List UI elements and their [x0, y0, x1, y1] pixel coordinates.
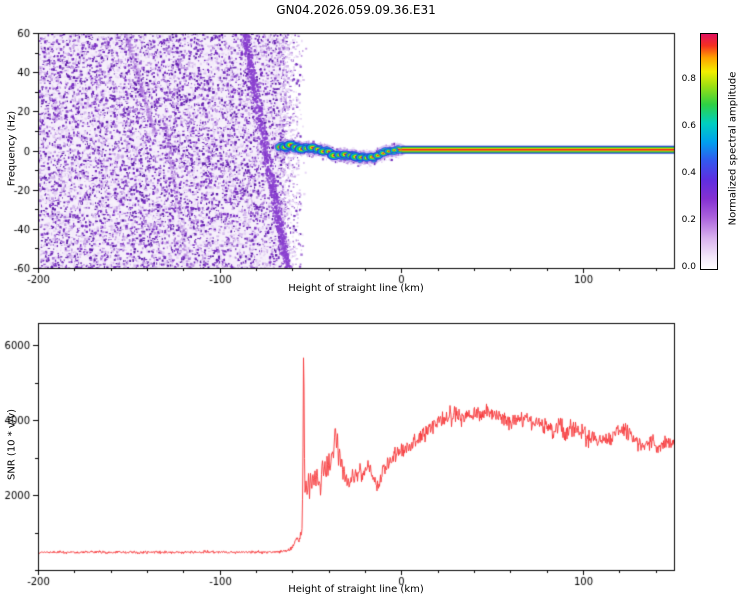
colorbar-tick-label: 0.0	[681, 262, 696, 272]
snr-y-axis-label: SNR (10 * v/v)	[6, 408, 18, 481]
colorbar-label: Normalized spectral amplitude	[727, 71, 739, 226]
snr-canvas	[0, 300, 750, 600]
snr-x-axis-label: Height of straight line (km)	[288, 584, 424, 595]
colorbar-tick-label: 0.2	[681, 215, 696, 225]
colorbar-tick-label: 0.6	[681, 121, 696, 131]
colorbar-tick-label: 0.8	[681, 74, 696, 84]
colorbar	[700, 33, 718, 270]
spectrogram-canvas	[0, 0, 750, 300]
spectrogram-y-axis-label: Frequency (Hz)	[6, 110, 18, 187]
colorbar-tick-label: 0.4	[681, 168, 696, 178]
spectrogram-x-axis-label: Height of straight line (km)	[288, 283, 424, 294]
